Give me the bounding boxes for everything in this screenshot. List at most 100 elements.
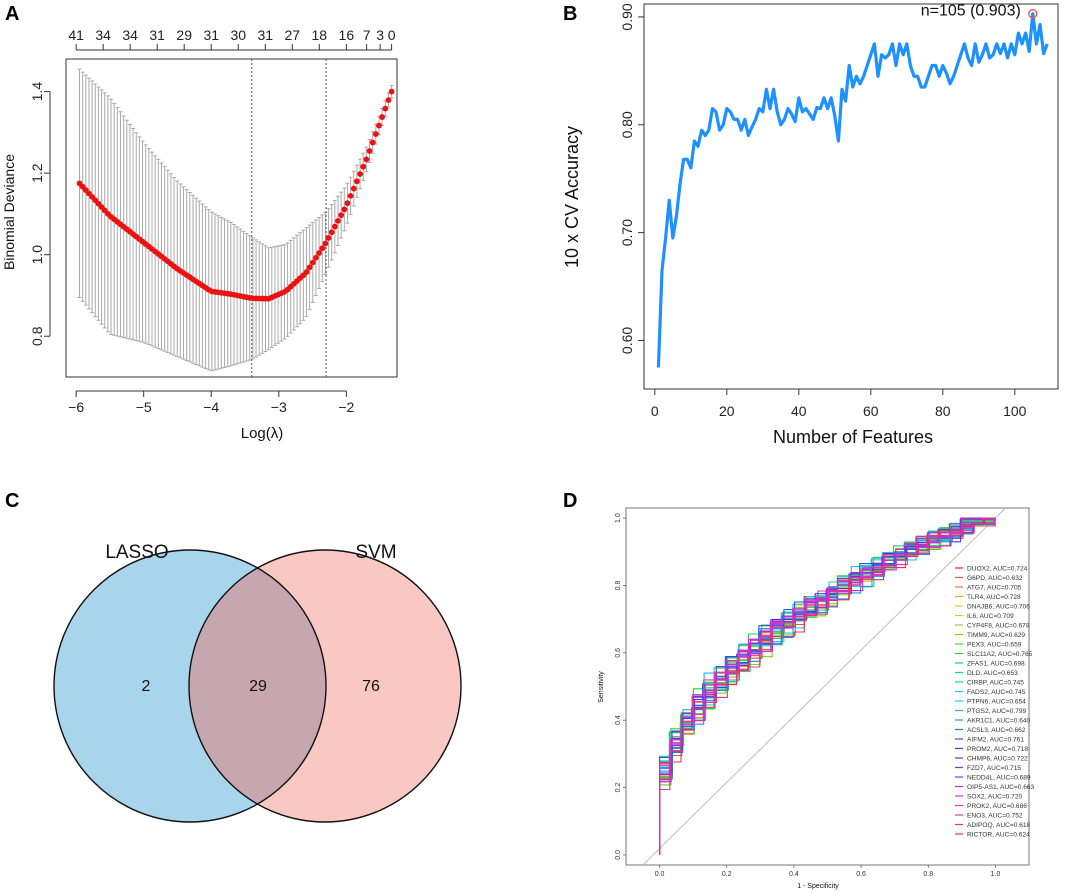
- panel-d-chance-line: [642, 507, 1006, 866]
- roc-curve: [659, 517, 996, 855]
- legend-label: ADIPOQ, AUC=0.618: [967, 822, 1031, 829]
- panel-d-letter: D: [563, 490, 577, 512]
- legend-label: ATG7, AUC=0.705: [967, 584, 1022, 591]
- a-x-tick-label: −4: [203, 399, 219, 415]
- legend-label: PTGS2, AUC=0.799: [967, 708, 1027, 715]
- a-point: [357, 171, 363, 177]
- legend-label: PTPN6, AUC=0.654: [967, 698, 1026, 705]
- a-point: [313, 254, 319, 261]
- a-point: [319, 245, 326, 252]
- panel-a-top-axis: 41 34 34 31 29 31 30 31 27 18 16 7 3 0: [68, 27, 396, 51]
- legend-label: DLD, AUC=0.653: [967, 670, 1018, 677]
- a-top-tick-label: 18: [312, 27, 328, 43]
- b-x-tick-label: 100: [1003, 403, 1027, 419]
- panel-a-y-axis: 0.8 1.0 1.2 1.4: [29, 82, 51, 346]
- roc-curve: [659, 517, 996, 855]
- roc-curve: [659, 517, 996, 855]
- a-top-tick-label: 3: [376, 27, 384, 43]
- panel-a-y-title: Binomial Deviance: [1, 154, 17, 270]
- panel-a-x-title: Log(λ): [241, 425, 284, 442]
- a-point: [388, 88, 395, 95]
- roc-curve: [659, 517, 996, 855]
- a-x-tick-label: −3: [271, 399, 287, 415]
- roc-curve: [659, 518, 996, 855]
- a-point: [316, 250, 322, 256]
- legend-label: ENO3, AUC=0.752: [967, 812, 1023, 819]
- d-y-tick-label: 1.0: [615, 513, 622, 523]
- panel-b: B 0 20 40 60 80 100 0.60 0.70 0.80 0.90 n=105 (0…: [562, 3, 1059, 447]
- legend-label: CHMP6, AUC=0.722: [967, 755, 1028, 762]
- venn-svm-label: SVM: [355, 542, 396, 563]
- roc-curve: [659, 517, 996, 855]
- b-x-tick-label: 20: [719, 403, 735, 419]
- a-top-tick-label: 41: [68, 27, 84, 43]
- a-point: [366, 148, 373, 154]
- legend-label: DNAJB6, AUC=0.706: [967, 603, 1030, 610]
- panel-d-x-title: 1 - Specificity: [797, 883, 839, 890]
- d-x-tick-label: 1.0: [991, 871, 1001, 878]
- panel-a-plot-frame: [65, 58, 398, 378]
- panel-a-points: [76, 88, 395, 302]
- a-point: [341, 206, 348, 213]
- a-top-tick-label: 31: [257, 27, 273, 43]
- d-x-tick-label: 0.4: [789, 871, 799, 878]
- roc-curve: [659, 517, 996, 855]
- legend-label: CIRBP, AUC=0.745: [967, 679, 1024, 686]
- d-y-tick-label: 0.0: [615, 850, 622, 860]
- venn-intersection: [189, 550, 326, 822]
- d-x-tick-label: 0.6: [856, 871, 866, 878]
- a-y-tick-label: 1.2: [29, 163, 45, 183]
- roc-curve: [659, 517, 996, 855]
- d-y-tick-label: 0.4: [615, 715, 622, 725]
- b-x-tick-label: 40: [791, 403, 807, 419]
- legend-label: AIFM2, AUC=0.761: [967, 736, 1024, 743]
- panel-b-x-title: Number of Features: [773, 427, 933, 447]
- a-top-tick-label: 27: [285, 27, 301, 43]
- roc-curve: [659, 517, 996, 855]
- a-point: [372, 131, 379, 137]
- a-y-tick-label: 1.0: [29, 245, 45, 265]
- a-top-tick-label: 31: [203, 27, 219, 43]
- roc-curve: [659, 517, 996, 855]
- d-x-tick-label: 0.8: [923, 871, 933, 878]
- a-top-tick-label: 34: [122, 27, 138, 43]
- d-y-tick-label: 0.6: [615, 648, 622, 658]
- panel-b-plot-frame: [643, 3, 1059, 390]
- roc-curve: [659, 517, 996, 855]
- a-top-tick-label: 29: [176, 27, 192, 43]
- roc-curve: [659, 517, 996, 855]
- venn-lasso-only-count: 2: [142, 678, 151, 695]
- a-y-tick-label: 0.8: [29, 326, 45, 346]
- panel-a-error-bars: [77, 68, 394, 372]
- venn-lasso-label: LASSO: [105, 542, 168, 563]
- a-point: [306, 264, 313, 271]
- a-top-tick-label: 31: [149, 27, 165, 43]
- a-point: [385, 97, 392, 103]
- roc-curve: [659, 517, 996, 855]
- b-x-tick-label: 60: [863, 403, 879, 419]
- a-point: [328, 229, 335, 236]
- roc-curve: [659, 518, 996, 855]
- b-y-tick-label: 0.60: [619, 327, 635, 354]
- d-x-tick-label: 0.2: [722, 871, 732, 878]
- legend-label: NEDD4L, AUC=0.689: [967, 774, 1031, 781]
- roc-curve: [659, 518, 996, 855]
- d-x-tick-label: 0.0: [655, 871, 665, 878]
- panel-d-y-axis: 0.0 0.2 0.4 0.6 0.8 1.0: [615, 513, 626, 860]
- panel-a-letter: A: [5, 3, 19, 25]
- b-x-tick-label: 80: [935, 403, 951, 419]
- legend-label: PROM2, AUC=0.718: [967, 746, 1028, 753]
- roc-curve: [659, 517, 996, 855]
- a-point: [382, 105, 389, 112]
- legend-label: PEX3, AUC=0.659: [967, 641, 1022, 648]
- b-x-tick-label: 0: [651, 403, 659, 419]
- a-x-tick-label: −5: [136, 399, 152, 415]
- panel-b-y-title: 10 x CV Accuracy: [562, 126, 582, 268]
- a-point: [379, 114, 386, 120]
- panel-a: A 41 34 34 31 29 31 30 31 27 18 16 7 3 0 −6 −5 −4 −3 −2 0…: [1, 3, 398, 442]
- panel-b-accuracy-line: [656, 12, 1049, 368]
- legend-label: AKR1C1, AUC=0.640: [967, 717, 1031, 724]
- legend-label: SLC11A2, AUC=0.765: [967, 651, 1033, 658]
- roc-curve: [659, 517, 996, 855]
